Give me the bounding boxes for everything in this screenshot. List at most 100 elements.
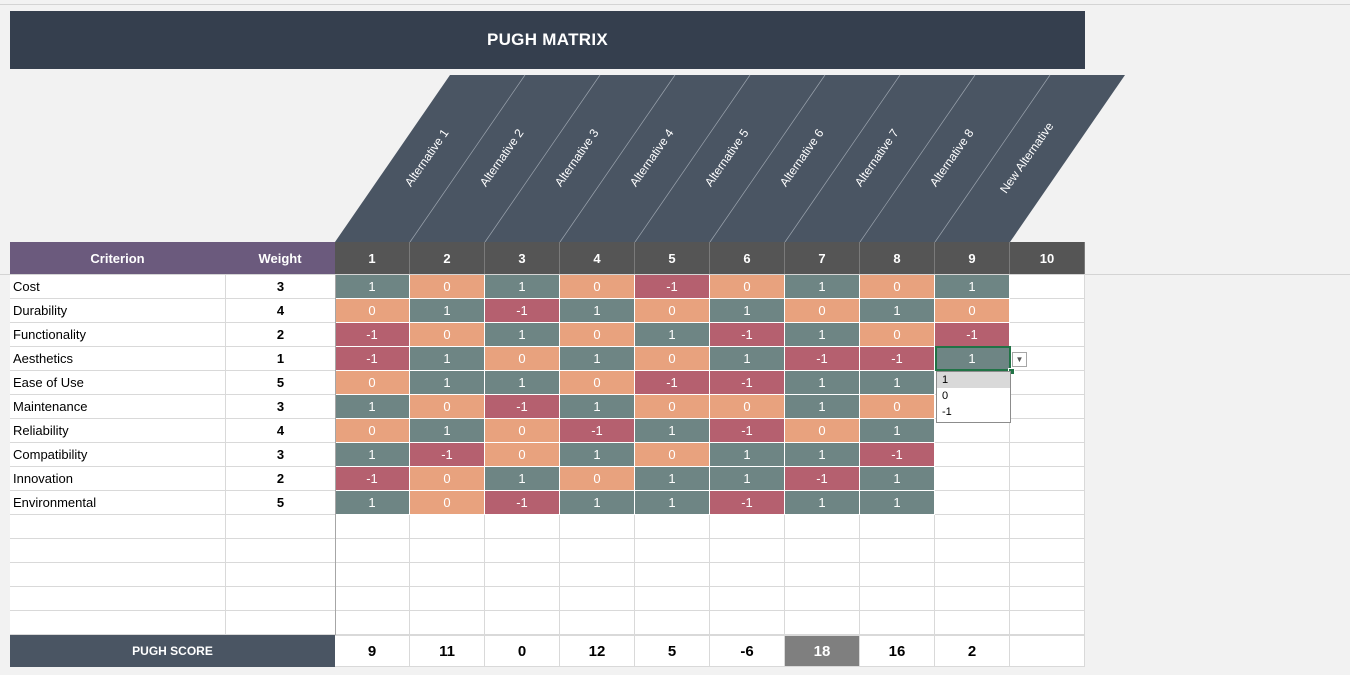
score-cell[interactable]: 0 [410,275,485,299]
score-cell[interactable] [1010,323,1085,347]
score-cell[interactable] [635,515,710,539]
score-cell[interactable]: 0 [485,347,560,371]
score-cell[interactable]: 1 [410,371,485,395]
score-cell[interactable] [485,611,560,635]
score-cell[interactable] [935,563,1010,587]
criterion-cell[interactable]: Cost [10,275,225,299]
score-cell[interactable]: -1 [410,443,485,467]
score-cell[interactable]: 0 [935,299,1010,323]
score-cell[interactable] [1010,467,1085,491]
score-cell[interactable]: -1 [710,323,785,347]
score-cell[interactable] [335,563,410,587]
score-cell[interactable]: -1 [485,299,560,323]
alternative-number-header[interactable]: 5 [635,242,710,274]
score-cell[interactable] [935,419,1010,443]
score-cell[interactable] [785,539,860,563]
score-cell[interactable]: 0 [710,395,785,419]
score-cell[interactable]: 1 [785,443,860,467]
score-cell[interactable] [410,563,485,587]
score-cell[interactable] [710,539,785,563]
score-cell[interactable] [1010,371,1085,395]
weight-cell[interactable]: 1 [225,347,335,371]
score-cell[interactable]: -1 [335,467,410,491]
weight-cell[interactable] [225,563,335,587]
weight-cell[interactable] [225,587,335,611]
score-cell[interactable]: -1 [635,371,710,395]
score-cell[interactable]: 1 [710,443,785,467]
score-cell[interactable] [1010,419,1085,443]
score-cell[interactable]: 1 [860,371,935,395]
score-cell[interactable]: -1 [860,443,935,467]
score-cell[interactable]: 1 [410,347,485,371]
score-cell[interactable]: 0 [635,443,710,467]
alternative-number-header[interactable]: 2 [410,242,485,274]
score-cell[interactable] [1010,275,1085,299]
weight-cell[interactable] [225,515,335,539]
alternative-number-header[interactable]: 8 [860,242,935,274]
score-cell[interactable]: 1 [935,275,1010,299]
score-cell[interactable]: 0 [635,347,710,371]
criterion-cell[interactable]: Durability [10,299,225,323]
score-cell[interactable] [1010,515,1085,539]
score-cell[interactable]: 1 [485,323,560,347]
criterion-cell[interactable] [10,587,225,611]
score-cell[interactable] [935,443,1010,467]
score-cell[interactable] [710,515,785,539]
score-cell[interactable] [560,587,635,611]
score-cell[interactable]: 0 [560,275,635,299]
score-cell[interactable] [860,515,935,539]
score-cell[interactable]: 1 [785,491,860,515]
dropdown-option[interactable]: 0 [942,390,949,402]
score-cell[interactable]: 0 [485,419,560,443]
score-cell[interactable]: 1 [785,275,860,299]
score-cell[interactable] [635,611,710,635]
criterion-cell[interactable]: Reliability [10,419,225,443]
criterion-cell[interactable] [10,611,225,635]
score-cell[interactable]: 0 [560,467,635,491]
score-cell[interactable]: 1 [860,491,935,515]
weight-cell[interactable] [225,539,335,563]
score-cell[interactable] [935,467,1010,491]
score-cell[interactable]: 1 [485,275,560,299]
score-cell[interactable]: 0 [410,395,485,419]
score-cell[interactable] [785,611,860,635]
score-cell[interactable]: 1 [560,443,635,467]
score-cell[interactable]: 1 [560,299,635,323]
weight-cell[interactable]: 5 [225,491,335,515]
score-cell[interactable] [485,587,560,611]
score-cell[interactable]: 1 [560,491,635,515]
score-cell[interactable] [1010,563,1085,587]
criterion-cell[interactable]: Functionality [10,323,225,347]
score-cell[interactable]: 1 [635,467,710,491]
score-cell[interactable]: -1 [710,371,785,395]
score-cell[interactable] [335,611,410,635]
score-cell[interactable]: 0 [785,299,860,323]
score-cell[interactable]: 1 [935,347,1010,371]
score-cell[interactable] [335,515,410,539]
score-cell[interactable] [710,587,785,611]
score-cell[interactable] [335,539,410,563]
alternative-number-header[interactable]: 1 [335,242,410,274]
criterion-cell[interactable]: Environmental [10,491,225,515]
score-cell[interactable] [935,539,1010,563]
score-cell[interactable]: 0 [335,371,410,395]
score-cell[interactable]: -1 [935,323,1010,347]
score-cell[interactable] [1010,539,1085,563]
score-cell[interactable]: 0 [410,467,485,491]
score-cell[interactable]: 1 [635,323,710,347]
score-cell[interactable]: -1 [860,347,935,371]
weight-cell[interactable]: 5 [225,371,335,395]
score-cell[interactable] [860,563,935,587]
weight-cell[interactable]: 4 [225,299,335,323]
score-cell[interactable]: 1 [560,395,635,419]
score-cell[interactable] [410,587,485,611]
score-cell[interactable] [710,611,785,635]
score-cell[interactable]: 1 [335,395,410,419]
score-cell[interactable]: -1 [785,347,860,371]
score-cell[interactable] [485,539,560,563]
criterion-cell[interactable]: Innovation [10,467,225,491]
score-cell[interactable] [1010,587,1085,611]
criterion-cell[interactable]: Ease of Use [10,371,225,395]
score-cell[interactable] [1010,299,1085,323]
weight-cell[interactable]: 3 [225,443,335,467]
